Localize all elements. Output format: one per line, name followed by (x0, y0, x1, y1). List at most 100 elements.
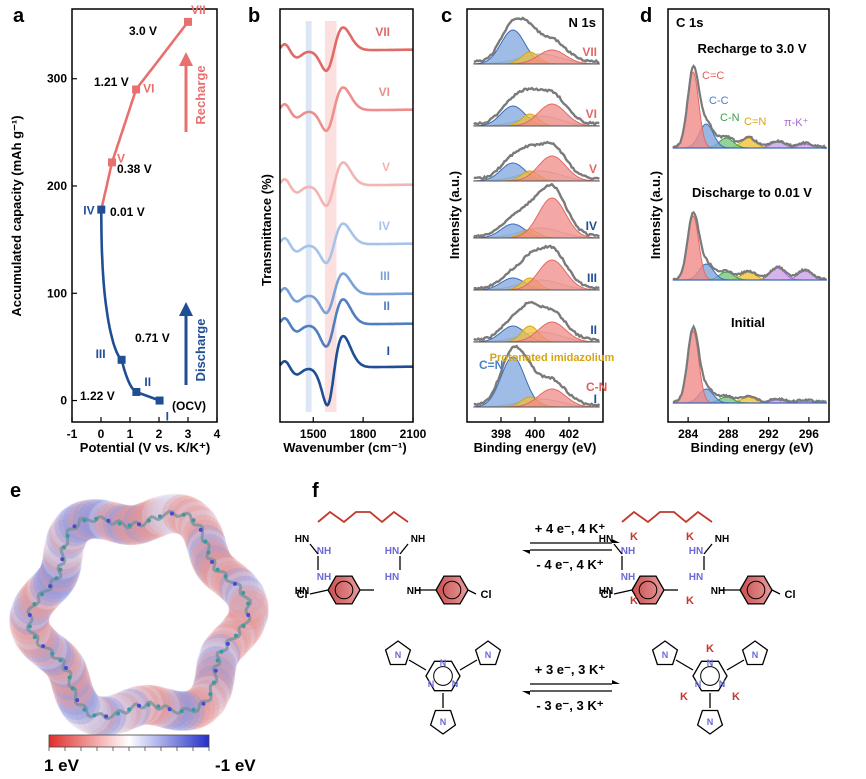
atom-n: N (428, 679, 435, 689)
recharge-line (100, 21, 190, 210)
ftir-curve-label: II (383, 299, 390, 313)
surface-blob (123, 502, 164, 543)
ftir-curve (279, 334, 414, 407)
panel-a-ytick-label: 0 (60, 394, 67, 408)
surface-blob (114, 505, 155, 546)
n1s-spectrum-label: VI (586, 107, 597, 121)
atom-nh: NH (715, 534, 729, 545)
atom-dot (40, 592, 45, 597)
ftir-curve-label: VI (379, 85, 390, 99)
atom-cl: Cl (601, 589, 612, 601)
atom-k: K (686, 531, 694, 543)
label-c-c: C-C (709, 95, 729, 107)
surface-blob (131, 684, 172, 725)
n1s-envelope (473, 16, 600, 64)
atom-hn: HN (295, 586, 309, 597)
panel-a-xtick-label: 0 (98, 427, 105, 441)
benzene-ring (425, 660, 461, 692)
atom-dot (82, 518, 87, 523)
atom-dot (181, 512, 186, 517)
atom-dot (203, 539, 208, 544)
aromatic-circle (442, 580, 462, 600)
n1s-envelope (473, 86, 600, 127)
chem-bond (613, 543, 623, 555)
ftir-band-red (324, 21, 337, 412)
surface-blob (72, 498, 113, 539)
atom-n: N (707, 658, 714, 668)
chem-bond (459, 659, 478, 671)
panel-c-ylabel: Intensity (a.u.) (447, 171, 462, 259)
colorbar-ticks (48, 747, 210, 751)
atom-nh: NH (411, 534, 425, 545)
potential-colorbar (48, 734, 210, 748)
chem-bond (771, 589, 781, 595)
surface-blob (227, 580, 268, 621)
chem-bond (399, 543, 409, 555)
n1s-spectrum-label: V (589, 162, 597, 176)
atom-dot (156, 704, 161, 709)
chem-bond (309, 589, 329, 595)
voltage-annotation: 1.21 V (94, 75, 129, 89)
ftir-curve-label: III (380, 269, 390, 283)
atom-dot (215, 567, 220, 572)
recharge-point-label: VI (143, 81, 154, 95)
surface-blob (228, 590, 269, 631)
atom-dot (215, 658, 220, 663)
panel-a-xtick-label: 4 (214, 427, 221, 441)
atom-dot (70, 686, 75, 691)
panel-letter-b: b (248, 5, 260, 27)
discharge-marker (97, 205, 106, 214)
n1s-envelope (473, 140, 600, 181)
atom-n: N (707, 717, 714, 727)
atom-dot (58, 567, 63, 572)
atom-hn: HN (385, 546, 399, 557)
atom-n: N (440, 658, 447, 668)
atom-dot (63, 666, 68, 671)
panel-d-xtick-label: 292 (759, 427, 779, 441)
reaction2-reverse: - 3 e⁻, 3 K⁺ (536, 698, 603, 713)
atom-n: N (752, 650, 759, 660)
chem-bond (675, 659, 694, 671)
c1s-spectrum-label: Initial (731, 315, 765, 330)
atom-dot (219, 649, 224, 654)
atom-dot (201, 701, 206, 706)
atom-dot (75, 698, 80, 703)
n1s-spectrum: II (473, 300, 600, 343)
n1s-spectrum: III (473, 244, 600, 291)
panel-b-frame (279, 8, 414, 423)
ftir-band-blue (305, 21, 312, 412)
panel-b-xtick-label: 1800 (350, 427, 377, 441)
label-cn-single: C-N (586, 380, 607, 394)
reaction1-forward: + 4 e⁻, 4 K⁺ (535, 521, 606, 536)
c1s-spectrum-label: Discharge to 0.01 V (692, 185, 812, 200)
panel-letter-c: c (441, 5, 452, 27)
ftir-curve-label: IV (379, 219, 390, 233)
panel-a-ytick-label: 300 (47, 72, 67, 86)
surface-blob (10, 609, 51, 650)
atom-k: K (706, 643, 714, 655)
recharge-point-label: V (117, 151, 125, 165)
panel-a-xtick-label: -1 (67, 427, 78, 441)
atom-dot (32, 635, 37, 640)
forward-arrowhead-2 (612, 680, 620, 684)
panel-b-xtick-label: 1500 (300, 427, 327, 441)
atom-hn: HN (599, 534, 613, 545)
ftir-curve (279, 86, 414, 132)
atom-dot (137, 703, 141, 708)
chem-bond (703, 543, 713, 555)
chem-bond (309, 543, 319, 555)
recharge-marker (132, 85, 141, 94)
atom-nh: NH (711, 586, 725, 597)
panel-a-frame (71, 8, 218, 423)
surface-blob (186, 524, 227, 565)
panel-c-xtick-label: 398 (491, 427, 511, 441)
atom-k: K (732, 691, 740, 703)
atom-dot (191, 518, 196, 523)
atom-dot (241, 623, 246, 628)
chem-bond (726, 659, 745, 671)
ftir-curve (279, 26, 414, 72)
atom-hn: HN (295, 534, 309, 545)
panel-d-axes: 284 288 292 296 (678, 417, 819, 441)
